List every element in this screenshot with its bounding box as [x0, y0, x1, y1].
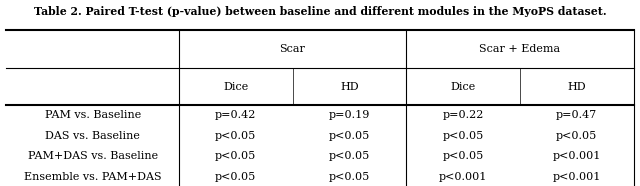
- Text: p=0.22: p=0.22: [442, 110, 484, 120]
- Text: p<0.05: p<0.05: [442, 131, 484, 141]
- Text: DAS vs. Baseline: DAS vs. Baseline: [45, 131, 140, 141]
- Text: p<0.05: p<0.05: [329, 151, 370, 161]
- Text: p<0.001: p<0.001: [552, 172, 601, 182]
- Text: Dice: Dice: [451, 82, 476, 92]
- Text: p<0.05: p<0.05: [215, 172, 257, 182]
- Text: Scar: Scar: [280, 44, 305, 54]
- Text: Scar + Edema: Scar + Edema: [479, 44, 561, 54]
- Text: HD: HD: [568, 82, 586, 92]
- Text: Dice: Dice: [223, 82, 248, 92]
- Text: p=0.42: p=0.42: [215, 110, 257, 120]
- Text: p=0.47: p=0.47: [556, 110, 597, 120]
- Text: p<0.05: p<0.05: [329, 172, 370, 182]
- Text: PAM+DAS vs. Baseline: PAM+DAS vs. Baseline: [28, 151, 157, 161]
- Text: p<0.05: p<0.05: [215, 151, 257, 161]
- Text: HD: HD: [340, 82, 358, 92]
- Text: p=0.19: p=0.19: [329, 110, 370, 120]
- Text: PAM vs. Baseline: PAM vs. Baseline: [45, 110, 141, 120]
- Text: p<0.05: p<0.05: [556, 131, 597, 141]
- Text: p<0.05: p<0.05: [215, 131, 257, 141]
- Text: p<0.001: p<0.001: [552, 151, 601, 161]
- Text: p<0.001: p<0.001: [439, 172, 487, 182]
- Text: Ensemble vs. PAM+DAS: Ensemble vs. PAM+DAS: [24, 172, 161, 182]
- Text: Table 2. Paired T-test (p-value) between baseline and different modules in the M: Table 2. Paired T-test (p-value) between…: [34, 7, 606, 17]
- Text: p<0.05: p<0.05: [329, 131, 370, 141]
- Text: p<0.05: p<0.05: [442, 151, 484, 161]
